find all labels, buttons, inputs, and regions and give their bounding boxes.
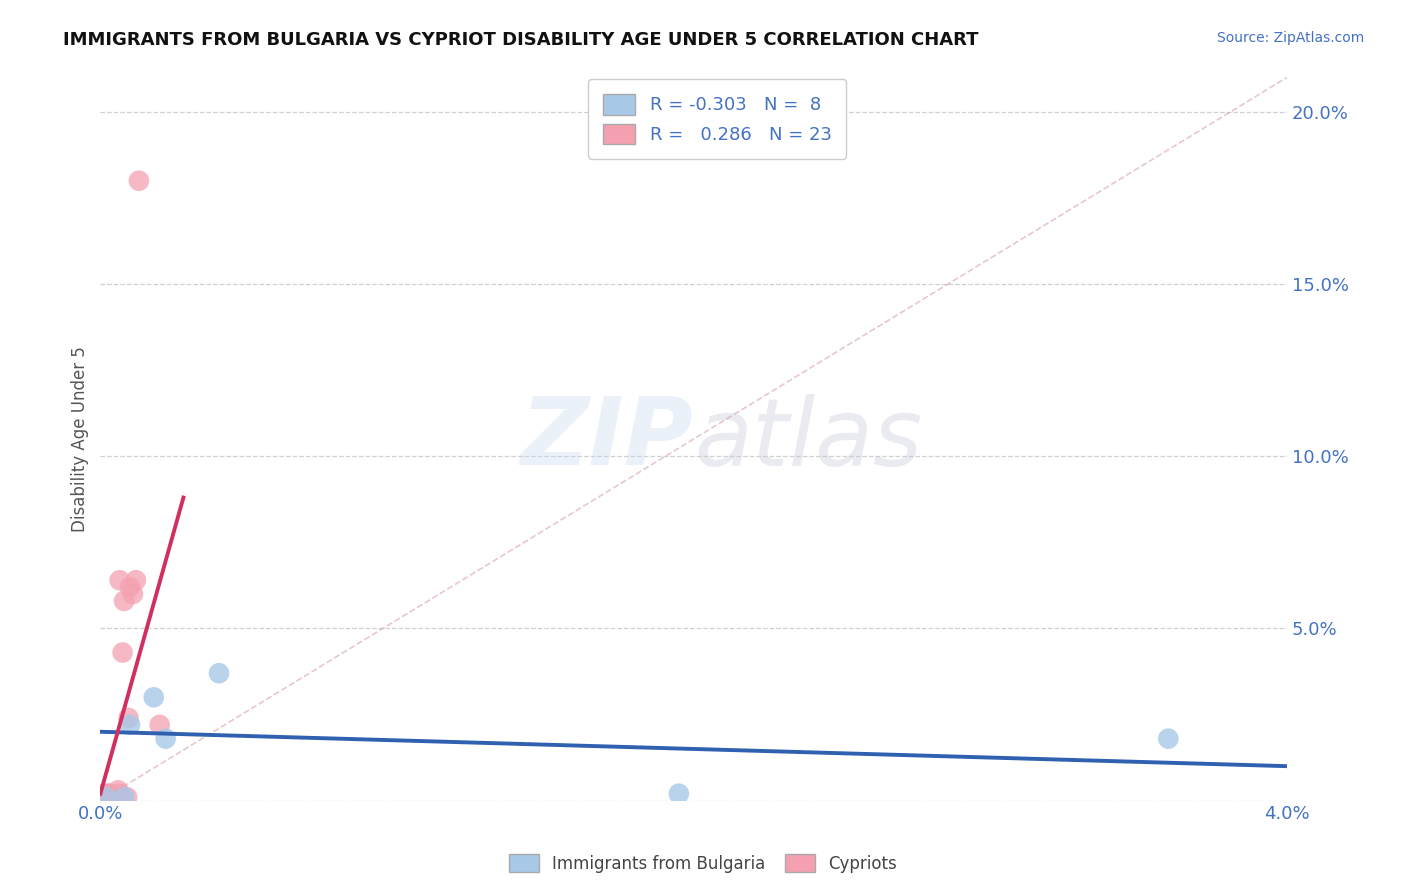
Legend: Immigrants from Bulgaria, Cypriots: Immigrants from Bulgaria, Cypriots (502, 847, 904, 880)
Point (108, 787, 131, 801)
Point (125, 573, 148, 587)
Point (668, 787, 690, 801)
Point (97, 787, 120, 801)
Text: ZIP: ZIP (520, 393, 693, 485)
Point (98, 787, 121, 801)
Point (91, 790, 114, 805)
Point (118, 718, 141, 732)
Point (208, 666, 231, 681)
Point (94, 790, 117, 805)
Point (107, 783, 129, 797)
Point (122, 587, 145, 601)
Point (111, 646, 134, 660)
Point (115, 790, 138, 805)
Point (96, 790, 118, 805)
Point (91, 790, 114, 805)
Point (96, 790, 118, 805)
Y-axis label: Disability Age Under 5: Disability Age Under 5 (72, 346, 89, 532)
Text: atlas: atlas (693, 393, 922, 484)
Text: IMMIGRANTS FROM BULGARIA VS CYPRIOT DISABILITY AGE UNDER 5 CORRELATION CHART: IMMIGRANTS FROM BULGARIA VS CYPRIOT DISA… (63, 31, 979, 49)
Point (104, 790, 127, 805)
Point (117, 711, 139, 725)
Point (110, 790, 132, 805)
Point (93, 787, 115, 801)
Point (112, 790, 135, 805)
Point (142, 690, 165, 705)
Point (128, 174, 150, 188)
Point (118, 580, 141, 594)
Point (112, 594, 135, 608)
Legend: R = -0.303   N =  8, R =   0.286   N = 23: R = -0.303 N = 8, R = 0.286 N = 23 (589, 79, 846, 159)
Point (108, 573, 131, 587)
Point (1157, 731, 1180, 746)
Point (155, 731, 177, 746)
Point (149, 718, 172, 732)
Point (91, 790, 114, 805)
Point (90, 794, 112, 808)
Text: Source: ZipAtlas.com: Source: ZipAtlas.com (1216, 31, 1364, 45)
